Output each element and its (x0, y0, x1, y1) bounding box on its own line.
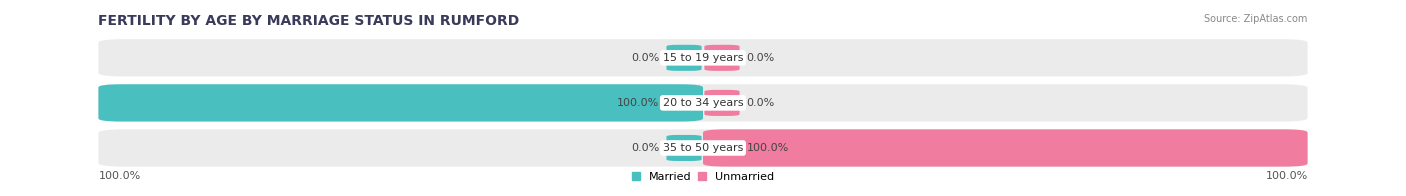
FancyBboxPatch shape (704, 135, 740, 161)
FancyBboxPatch shape (98, 84, 1308, 122)
Text: 0.0%: 0.0% (747, 98, 775, 108)
FancyBboxPatch shape (703, 129, 1308, 167)
FancyBboxPatch shape (666, 135, 702, 161)
Text: 100.0%: 100.0% (1265, 171, 1308, 181)
Text: 100.0%: 100.0% (747, 143, 789, 153)
FancyBboxPatch shape (704, 45, 740, 71)
FancyBboxPatch shape (98, 129, 1308, 167)
Text: 0.0%: 0.0% (631, 143, 659, 153)
Text: 0.0%: 0.0% (631, 53, 659, 63)
Text: 15 to 19 years: 15 to 19 years (662, 53, 744, 63)
Text: 100.0%: 100.0% (98, 171, 141, 181)
FancyBboxPatch shape (98, 39, 1308, 76)
Legend: Married, Unmarried: Married, Unmarried (627, 168, 779, 187)
FancyBboxPatch shape (98, 84, 703, 122)
FancyBboxPatch shape (666, 90, 702, 116)
Text: 0.0%: 0.0% (747, 53, 775, 63)
Text: FERTILITY BY AGE BY MARRIAGE STATUS IN RUMFORD: FERTILITY BY AGE BY MARRIAGE STATUS IN R… (98, 14, 520, 28)
Text: 35 to 50 years: 35 to 50 years (662, 143, 744, 153)
FancyBboxPatch shape (704, 90, 740, 116)
Text: 100.0%: 100.0% (617, 98, 659, 108)
Text: Source: ZipAtlas.com: Source: ZipAtlas.com (1204, 14, 1308, 24)
FancyBboxPatch shape (666, 45, 702, 71)
Text: 20 to 34 years: 20 to 34 years (662, 98, 744, 108)
